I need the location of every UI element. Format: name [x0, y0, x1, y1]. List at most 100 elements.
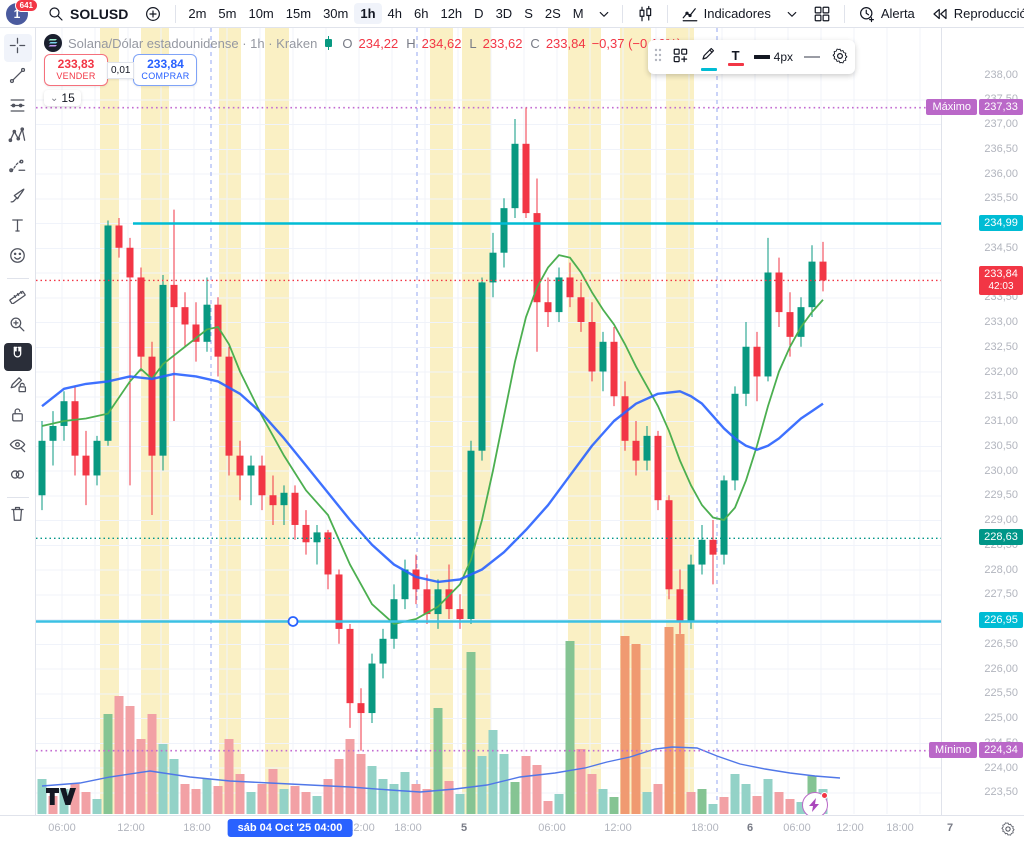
low-label: L — [469, 35, 477, 51]
forecast-icon — [8, 156, 27, 180]
compare-add-button[interactable] — [137, 3, 169, 25]
timeframe-3D[interactable]: 3D — [495, 6, 513, 21]
tool-ruler[interactable] — [4, 283, 32, 311]
lightning-icon — [809, 798, 819, 812]
timeframe-2m[interactable]: 2m — [188, 6, 207, 21]
timeframe-2S[interactable]: 2S — [544, 6, 561, 21]
tool-fib-retracement[interactable] — [4, 94, 32, 122]
timeframe-30m[interactable]: 30m — [323, 6, 349, 21]
indicators-menu-button[interactable] — [780, 3, 804, 25]
replay-button[interactable]: Reproducción — [924, 3, 1024, 25]
time-tick: 06:00 — [783, 822, 811, 834]
timeframe-1h[interactable]: 1h — [354, 3, 382, 24]
price-tick: 234,50 — [984, 241, 1018, 254]
close-label: C — [530, 35, 540, 51]
price-tick: 224,00 — [984, 761, 1018, 774]
time-tick: 12:00 — [604, 822, 632, 834]
timeframe-row: 2m 5m 10m 15m 30m 1h 4h 6h 12h D 3D S 2S M — [182, 3, 589, 24]
tool-zoom-in[interactable] — [4, 313, 32, 341]
line-style-button[interactable] — [803, 55, 821, 59]
tool-forecast[interactable] — [4, 154, 32, 182]
timeframe-menu-button[interactable] — [592, 3, 616, 25]
timeframe-5m[interactable]: 5m — [218, 6, 237, 21]
toolbar-divider — [843, 4, 845, 23]
tool-xabcd-pattern[interactable] — [4, 124, 32, 152]
sell-button[interactable]: 233,83 VENDER — [44, 54, 108, 86]
chevron-down-icon — [783, 5, 801, 23]
buy-button[interactable]: 233,84 COMPRAR — [133, 54, 198, 86]
tool-trend-line[interactable] — [4, 64, 32, 92]
add-template-button[interactable] — [672, 47, 690, 68]
volume-ma-line — [41, 746, 841, 793]
tool-link-drawings[interactable] — [4, 463, 32, 491]
alert-button[interactable]: Alerta — [851, 3, 922, 25]
ma-fast-line[interactable] — [41, 254, 824, 625]
date-tick: 6 — [746, 822, 754, 834]
line-width-button[interactable]: 4px — [753, 50, 793, 64]
timeframe-15m[interactable]: 15m — [285, 6, 312, 21]
tools-divider — [6, 278, 29, 279]
timeframe-M[interactable]: M — [572, 6, 584, 21]
toolbar-drag-handle[interactable] — [654, 47, 662, 68]
price-tick: 235,50 — [984, 192, 1018, 205]
timeframe-6h[interactable]: 6h — [414, 6, 429, 21]
drawing-lock-icon — [8, 375, 27, 399]
price-chart-canvas[interactable] — [36, 28, 941, 815]
template-plus-icon — [672, 47, 690, 68]
tradingview-logo[interactable] — [46, 788, 76, 810]
brush-icon — [8, 186, 27, 210]
timeframe-10m[interactable]: 10m — [248, 6, 274, 21]
hide-all-icon — [8, 435, 27, 459]
chevron-down-icon — [595, 5, 613, 23]
price-tick: 228,00 — [984, 563, 1018, 576]
high-label: H — [406, 35, 416, 51]
indicators-button[interactable]: Indicadores — [674, 3, 778, 25]
price-axis[interactable]: 238,00237,50237,00236,50236,00235,50235,… — [926, 28, 1024, 815]
user-avatar[interactable]: 1 641 — [6, 0, 38, 25]
axis-settings-gear-icon[interactable] — [1000, 821, 1016, 842]
drawing-settings-button[interactable] — [831, 47, 849, 68]
link-drawings-icon — [8, 465, 27, 489]
date-tick: 7 — [946, 822, 954, 834]
layout-grid-button[interactable] — [806, 3, 838, 25]
quick-trade-button[interactable] — [802, 792, 828, 815]
tool-emoji[interactable] — [4, 244, 32, 272]
symbol-search-button[interactable]: SOLUSD — [40, 3, 135, 25]
ma-slow-line[interactable] — [41, 372, 824, 584]
price-tick: 238,00 — [984, 68, 1018, 81]
line-color-button[interactable] — [700, 44, 718, 71]
tool-crosshair[interactable] — [3, 34, 32, 62]
time-tick: 06:00 — [48, 822, 76, 834]
tool-hide-all[interactable] — [4, 433, 32, 461]
tool-brush[interactable] — [4, 184, 32, 212]
indicators-collapse-chip[interactable]: ⌄ 15 — [44, 90, 81, 106]
price-tick: 237,00 — [984, 118, 1018, 130]
replay-label: Reproducción — [953, 6, 1024, 21]
tool-trash[interactable] — [4, 502, 32, 530]
tool-drawing-lock[interactable] — [4, 373, 32, 401]
timeframe-D[interactable]: D — [474, 6, 484, 21]
emoji-icon — [8, 246, 27, 270]
price-tick: 226,00 — [984, 662, 1018, 675]
buy-price: 233,84 — [147, 57, 184, 71]
candle-mini-icon — [325, 36, 333, 50]
toolbar-divider — [175, 4, 177, 23]
chart-style-button[interactable] — [629, 3, 661, 25]
chart-pane[interactable]: Solana/Dólar estadounidense · 1h · Krake… — [36, 28, 941, 815]
chart-legend[interactable]: Solana/Dólar estadounidense · 1h · Krake… — [44, 34, 681, 52]
drawing-handle[interactable] — [287, 616, 299, 627]
solana-logo-icon — [44, 34, 62, 52]
pencil-icon — [700, 44, 718, 67]
text-color-button[interactable]: T — [727, 49, 744, 66]
timeframe-4h[interactable]: 4h — [387, 6, 402, 21]
tool-magnet[interactable] — [3, 343, 32, 371]
timeframe-S[interactable]: S — [524, 6, 533, 21]
line-color-swatch — [700, 67, 717, 71]
timeframe-12h[interactable]: 12h — [440, 6, 463, 21]
open-label: O — [342, 35, 353, 51]
price-tick: 230,50 — [984, 439, 1018, 452]
tool-text-tool[interactable] — [4, 214, 32, 242]
time-axis[interactable]: 06:00 12:00 18:00 12:00 18:00 5 06:00 12:00 18:0… — [0, 815, 1024, 842]
tool-lock-all[interactable] — [4, 403, 32, 431]
price-tick: 231,00 — [984, 415, 1018, 427]
